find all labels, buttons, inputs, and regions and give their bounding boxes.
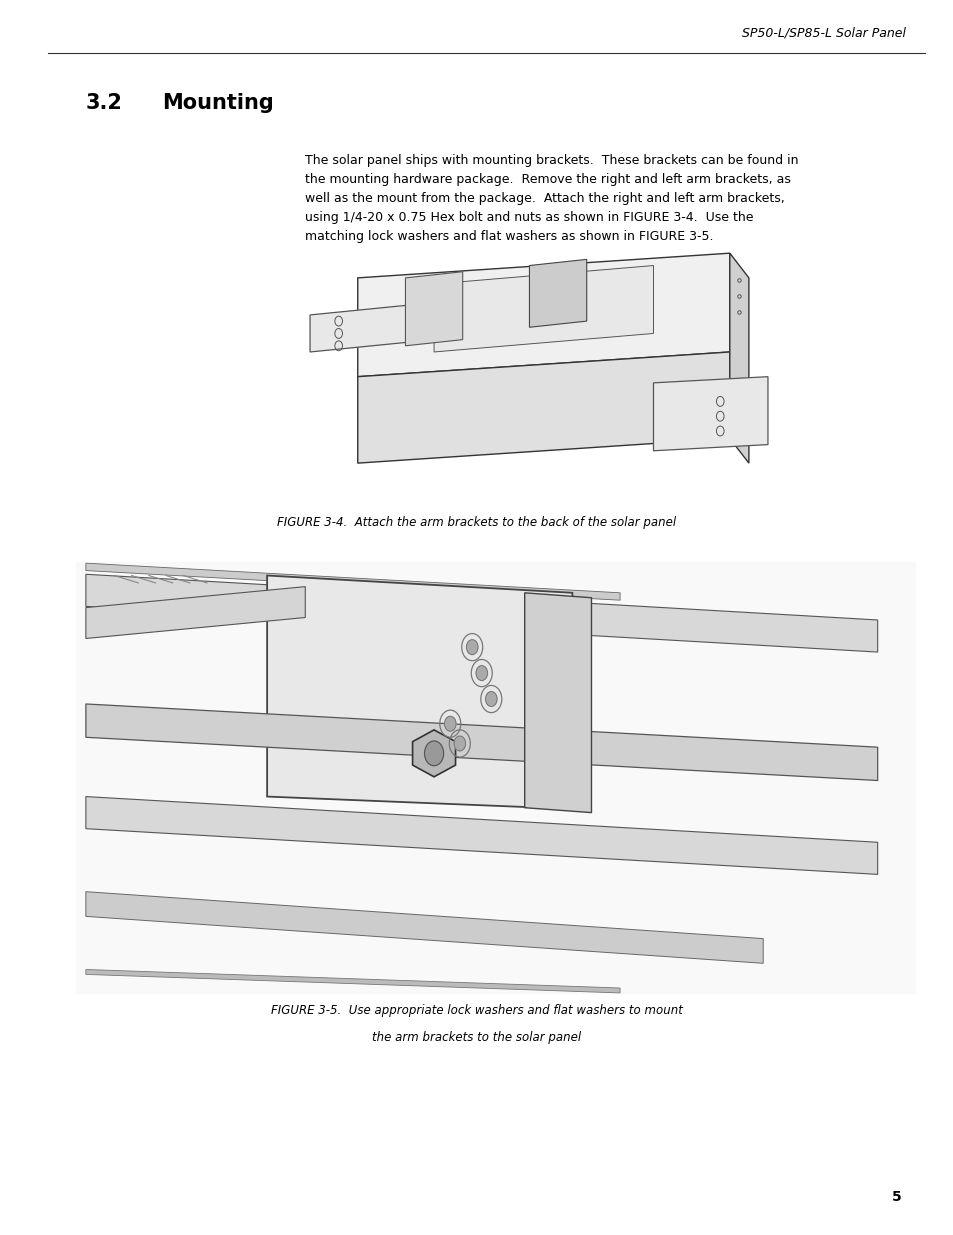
Text: the arm brackets to the solar panel: the arm brackets to the solar panel <box>372 1031 581 1045</box>
Text: FIGURE 3-5.  Use appropriate lock washers and flat washers to mount: FIGURE 3-5. Use appropriate lock washers… <box>271 1004 682 1018</box>
Polygon shape <box>357 352 729 463</box>
Circle shape <box>476 666 487 680</box>
Polygon shape <box>86 797 877 874</box>
Text: 3.2: 3.2 <box>86 93 123 112</box>
Polygon shape <box>434 266 653 352</box>
Polygon shape <box>405 272 462 346</box>
Polygon shape <box>524 593 591 813</box>
Polygon shape <box>86 969 619 993</box>
Circle shape <box>466 640 477 655</box>
Polygon shape <box>729 253 748 463</box>
Polygon shape <box>86 587 305 638</box>
Circle shape <box>485 692 497 706</box>
Polygon shape <box>86 563 619 600</box>
Text: SP50-L/SP85-L Solar Panel: SP50-L/SP85-L Solar Panel <box>741 26 905 40</box>
FancyBboxPatch shape <box>76 562 915 994</box>
Circle shape <box>444 716 456 731</box>
Text: The solar panel ships with mounting brackets.  These brackets can be found in
th: The solar panel ships with mounting brac… <box>305 154 798 243</box>
Polygon shape <box>86 704 877 781</box>
Polygon shape <box>357 253 729 377</box>
Polygon shape <box>310 303 434 352</box>
Circle shape <box>424 741 443 766</box>
Polygon shape <box>267 576 572 809</box>
Text: FIGURE 3-4.  Attach the arm brackets to the back of the solar panel: FIGURE 3-4. Attach the arm brackets to t… <box>277 516 676 530</box>
Polygon shape <box>86 574 877 652</box>
Circle shape <box>454 736 465 751</box>
Polygon shape <box>412 730 456 777</box>
Polygon shape <box>529 259 586 327</box>
Text: Mounting: Mounting <box>162 93 274 112</box>
Polygon shape <box>653 377 767 451</box>
Text: 5: 5 <box>891 1191 901 1204</box>
Polygon shape <box>86 892 762 963</box>
